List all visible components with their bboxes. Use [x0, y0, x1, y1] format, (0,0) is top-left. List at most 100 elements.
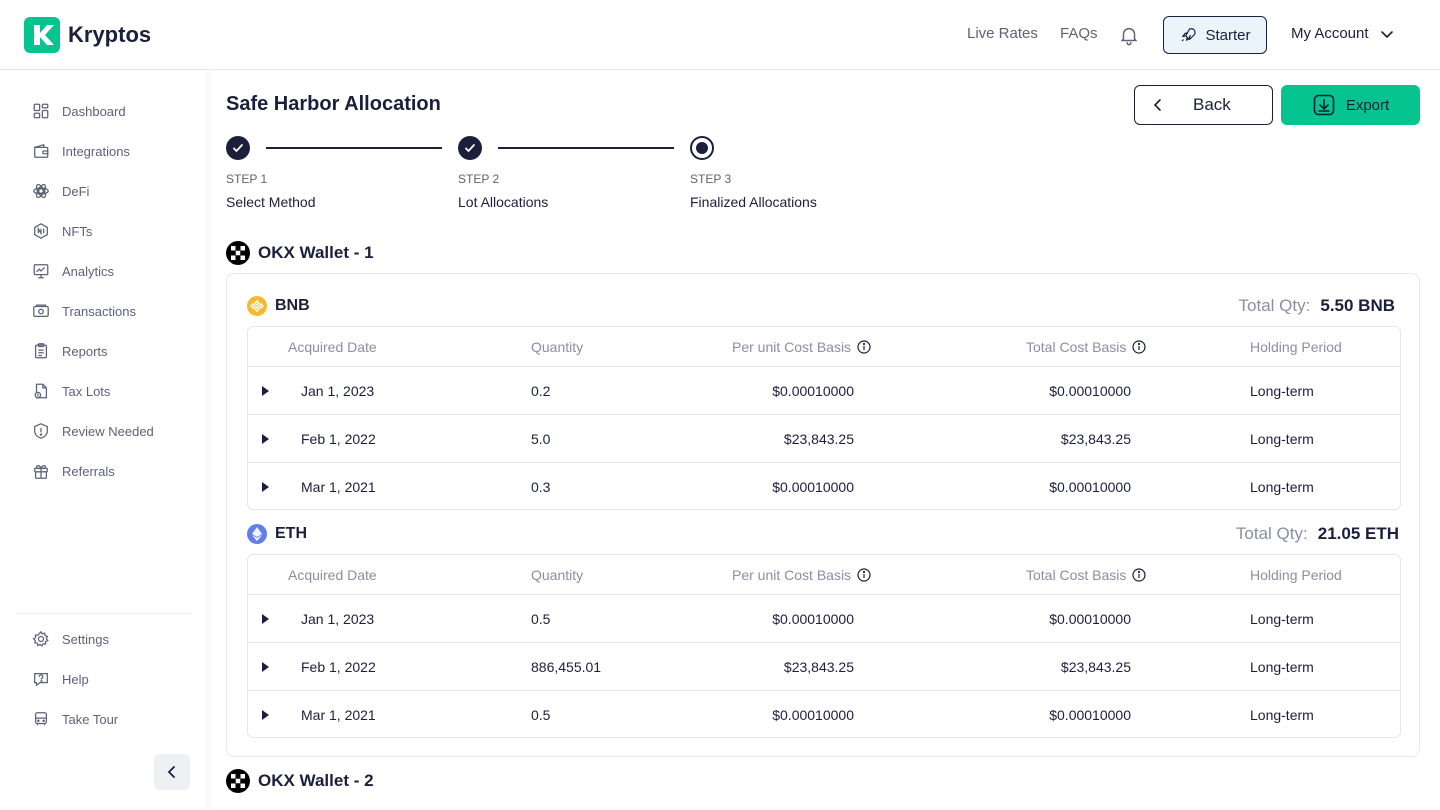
dashboard-icon: [33, 103, 49, 119]
step-1-number: STEP 1: [226, 172, 268, 186]
plan-label: Starter: [1205, 26, 1251, 44]
expand-row-icon[interactable]: [262, 661, 269, 672]
sidebar-item-analytics[interactable]: Analytics: [32, 260, 114, 282]
nav-faqs[interactable]: FAQs: [1060, 25, 1098, 42]
chevron-down-icon: [1380, 30, 1393, 38]
sidebar-item-nfts[interactable]: NFTs: [32, 220, 92, 242]
sidebar-item-settings[interactable]: Settings: [32, 628, 109, 650]
quantity: 0.2: [531, 382, 551, 399]
info-icon[interactable]: [1132, 339, 1146, 354]
table-row[interactable]: Mar 1, 2021 0.5 $0.00010000 $0.00010000 …: [248, 690, 1400, 737]
col-label: Total Cost Basis: [1026, 338, 1127, 355]
rocket-icon: [1182, 28, 1197, 42]
table-row[interactable]: Jan 1, 2023 0.2 $0.00010000 $0.00010000 …: [248, 366, 1400, 414]
analytics-icon: [33, 264, 49, 279]
info-icon[interactable]: [857, 339, 871, 354]
account-label: My Account: [1291, 25, 1369, 42]
col-per-unit-cost: Per unit Cost Basis: [732, 567, 871, 583]
acquired-date: Jan 1, 2023: [301, 610, 375, 627]
sidebar-item-integrations[interactable]: Integrations: [32, 140, 130, 162]
bus-icon: [34, 712, 48, 726]
acquired-date: Jan 1, 2023: [301, 382, 375, 399]
total-qty: Total Qty: 21.05 ETH: [1236, 524, 1399, 544]
quantity: 0.5: [531, 706, 551, 723]
expand-row-icon[interactable]: [262, 433, 269, 444]
sidebar-item-review-needed[interactable]: Review Needed: [32, 420, 154, 442]
table-row[interactable]: Feb 1, 2022 5.0 $23,843.25 $23,843.25 Lo…: [248, 414, 1400, 462]
sidebar-item-label: Take Tour: [62, 711, 119, 727]
step-2-name: Lot Allocations: [458, 194, 549, 210]
holding-period: Long-term: [1250, 658, 1314, 675]
chevron-left-icon: [167, 766, 175, 778]
step-3-current-icon: [690, 136, 714, 160]
step-1-name: Select Method: [226, 194, 316, 210]
wallet-title: OKX Wallet - 2: [226, 769, 374, 793]
table-row[interactable]: Jan 1, 2023 0.5 $0.00010000 $0.00010000 …: [248, 594, 1400, 642]
info-icon[interactable]: [1132, 567, 1146, 582]
sidebar-item-defi[interactable]: DeFi: [32, 180, 89, 202]
sidebar-divider: [16, 613, 190, 614]
sidebar-item-label: Analytics: [62, 263, 115, 279]
total-qty-label: Total Qty:: [1238, 296, 1311, 315]
sidebar-item-label: Help: [62, 671, 89, 687]
info-icon[interactable]: [857, 567, 871, 582]
total-cost: $23,843.25: [1060, 430, 1131, 447]
asset-symbol: ETH: [275, 525, 307, 542]
export-label: Export: [1345, 96, 1390, 114]
sidebar-item-reports[interactable]: Reports: [32, 340, 108, 362]
step-3-number: STEP 3: [690, 172, 732, 186]
okx-icon: [226, 769, 250, 793]
holding-period: Long-term: [1250, 430, 1314, 447]
per-unit-cost: $0.00010000: [772, 706, 854, 723]
quantity: 5.0: [531, 430, 551, 447]
asset-header: ETH: [247, 524, 307, 544]
back-label: Back: [1193, 95, 1231, 114]
total-qty-value: 21.05 ETH: [1317, 524, 1399, 543]
col-acquired-date: Acquired Date: [288, 566, 377, 583]
quantity: 0.5: [531, 610, 551, 627]
sidebar-item-tax-lots[interactable]: Tax Lots: [32, 380, 110, 402]
sidebar-item-dashboard[interactable]: Dashboard: [32, 100, 126, 122]
table-row[interactable]: Feb 1, 2022 886,455.01 $23,843.25 $23,84…: [248, 642, 1400, 690]
logo[interactable]: Kryptos: [24, 17, 151, 53]
bell-icon[interactable]: [1118, 24, 1140, 46]
table-header: Acquired Date Quantity Per unit Cost Bas…: [248, 327, 1400, 366]
sidebar-item-label: Referrals: [62, 463, 115, 479]
sidebar-item-take-tour[interactable]: Take Tour: [32, 708, 118, 730]
export-button[interactable]: Export: [1281, 85, 1420, 125]
step-2-number: STEP 2: [458, 172, 500, 186]
sidebar-item-transactions[interactable]: Transactions: [32, 300, 136, 322]
nav-live-rates[interactable]: Live Rates: [967, 25, 1038, 42]
account-menu[interactable]: My Account: [1291, 25, 1395, 42]
table-row[interactable]: Mar 1, 2021 0.3 $0.00010000 $0.00010000 …: [248, 462, 1400, 509]
expand-row-icon[interactable]: [262, 385, 269, 396]
sidebar-item-label: Integrations: [62, 143, 130, 159]
sidebar-item-label: Dashboard: [62, 103, 126, 119]
kryptos-logo-icon: [24, 17, 60, 53]
total-cost: $23,843.25: [1060, 658, 1131, 675]
total-cost: $0.00010000: [1049, 382, 1131, 399]
lot-table: Acquired Date Quantity Per unit Cost Bas…: [247, 554, 1401, 738]
top-bar: Kryptos Live Rates FAQs Starter My Accou…: [0, 0, 1440, 70]
collapse-sidebar-button[interactable]: [154, 754, 190, 790]
quantity: 0.3: [531, 478, 551, 495]
wallet-icon: [34, 143, 49, 158]
expand-row-icon[interactable]: [262, 481, 269, 492]
asset-header: BNB: [247, 296, 310, 316]
sidebar-item-help[interactable]: Help: [32, 668, 89, 690]
wallet-name: OKX Wallet - 1: [258, 243, 374, 262]
col-holding-period: Holding Period: [1250, 338, 1342, 355]
plan-button[interactable]: Starter: [1163, 16, 1267, 54]
col-total-cost: Total Cost Basis: [1026, 567, 1146, 583]
expand-row-icon[interactable]: [262, 709, 269, 720]
step-connector: [498, 147, 674, 149]
col-holding-period: Holding Period: [1250, 566, 1342, 583]
tax-lots-icon: [34, 383, 48, 399]
wallet-name: OKX Wallet - 2: [258, 771, 374, 790]
total-cost: $0.00010000: [1049, 610, 1131, 627]
expand-row-icon[interactable]: [262, 613, 269, 624]
back-button[interactable]: Back: [1134, 85, 1273, 125]
step-1-check-icon: [226, 136, 250, 160]
total-cost: $0.00010000: [1049, 706, 1131, 723]
sidebar-item-referrals[interactable]: Referrals: [32, 460, 115, 482]
